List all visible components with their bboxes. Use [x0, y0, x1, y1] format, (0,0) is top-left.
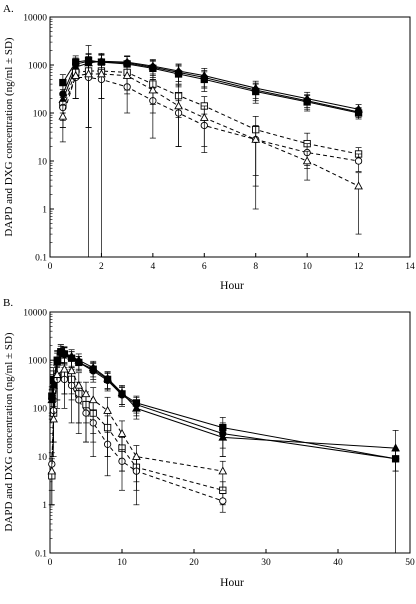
data-point — [49, 414, 58, 423]
data-point — [60, 348, 69, 357]
data-point — [60, 364, 69, 373]
panel-b: 0.1 1 10 100 1000 10000 0 10 20 30 40 50 — [23, 308, 415, 568]
data-point — [219, 497, 227, 505]
panel-label-a: A. — [3, 3, 14, 15]
x-tick-label: 20 — [189, 558, 199, 568]
data-point — [302, 93, 312, 102]
x-tick-label: 30 — [261, 558, 271, 568]
data-point — [67, 366, 76, 375]
y-tick-label: 1 — [42, 205, 47, 215]
series-circle-filled — [48, 345, 400, 472]
data-point — [122, 70, 132, 79]
data-point — [67, 351, 76, 360]
y-tick-label: 1000 — [28, 61, 47, 71]
x-tick-label: 2 — [99, 262, 104, 272]
x-tick-label: 0 — [48, 262, 53, 272]
data-point — [81, 389, 91, 398]
data-point — [49, 380, 58, 389]
y-tick-label: 0.1 — [35, 253, 47, 263]
data-point — [103, 373, 112, 382]
x-tick-label: 12 — [354, 262, 364, 272]
data-point — [199, 70, 209, 79]
series-line — [62, 77, 359, 162]
data-point — [354, 157, 363, 165]
y-axis-title-b: DAPD and DXG concentration (ng/ml ± SD) — [3, 332, 15, 531]
y-tick-label: 100 — [33, 109, 48, 119]
data-point — [218, 432, 228, 441]
y-tick-label: 1000 — [28, 357, 47, 367]
data-point — [132, 451, 141, 460]
series-line — [51, 350, 396, 460]
series-line — [62, 59, 359, 114]
data-point — [97, 69, 106, 78]
y-tick-label: 10 — [38, 157, 48, 167]
data-point — [58, 111, 68, 120]
series-line — [51, 352, 396, 460]
plot-frame — [49, 311, 411, 554]
data-point — [302, 156, 312, 165]
series-line — [51, 368, 223, 472]
data-point — [251, 134, 261, 143]
x-tick-label: 10 — [117, 558, 127, 568]
x-tick-label: 4 — [150, 262, 155, 272]
data-point — [354, 104, 363, 113]
y-tick-label: 10 — [38, 453, 48, 463]
data-point — [52, 369, 62, 378]
data-point — [84, 69, 93, 78]
data-point — [199, 112, 209, 121]
data-point — [88, 395, 98, 404]
y-axis-title-a: DAPD and DXG concentration (ng/ml ± SD) — [3, 37, 15, 236]
data-point — [88, 362, 98, 371]
panel-label-b: B. — [3, 297, 13, 309]
y-tick-label: 1 — [42, 501, 47, 511]
data-point — [103, 405, 112, 414]
plot-frame — [49, 16, 411, 258]
data-point — [117, 388, 127, 397]
series-circle-open — [59, 63, 363, 187]
data-point — [174, 66, 183, 75]
x-tick-label: 6 — [202, 262, 207, 272]
series-line — [62, 60, 359, 113]
data-point — [117, 428, 127, 437]
panel-a: 0.1 1 10 100 1000 10000 0 2 4 6 8 10 12 14 — [23, 13, 415, 272]
y-tick-label: 10000 — [23, 13, 47, 23]
x-tick-label: 50 — [405, 558, 415, 568]
x-axis-title-b: Hour — [220, 577, 244, 589]
series-line — [62, 70, 359, 155]
data-point — [74, 380, 84, 389]
series-square-filled — [48, 344, 400, 472]
y-tick-label: 10000 — [23, 308, 47, 318]
data-point — [174, 101, 183, 110]
data-point — [74, 355, 84, 364]
series-triangle-open — [58, 59, 363, 235]
data-point — [391, 443, 400, 452]
series-triangle-open — [47, 357, 228, 506]
x-tick-label: 10 — [302, 262, 312, 272]
y-tick-label: 0.1 — [35, 549, 47, 559]
data-point — [148, 61, 158, 70]
data-point — [251, 83, 261, 92]
y-tick-label: 100 — [33, 405, 48, 415]
x-axis-title-a: Hour — [220, 280, 244, 292]
data-point — [71, 70, 81, 79]
series-line — [62, 73, 359, 187]
x-tick-label: 8 — [253, 262, 258, 272]
data-point — [354, 181, 363, 190]
x-tick-label: 40 — [333, 558, 343, 568]
data-point — [148, 85, 158, 94]
x-tick-label: 0 — [48, 558, 53, 568]
data-point — [218, 466, 228, 475]
x-tick-label: 14 — [405, 262, 415, 272]
data-point — [132, 403, 141, 412]
series-triangle-filled — [58, 54, 363, 121]
data-point — [47, 466, 57, 475]
